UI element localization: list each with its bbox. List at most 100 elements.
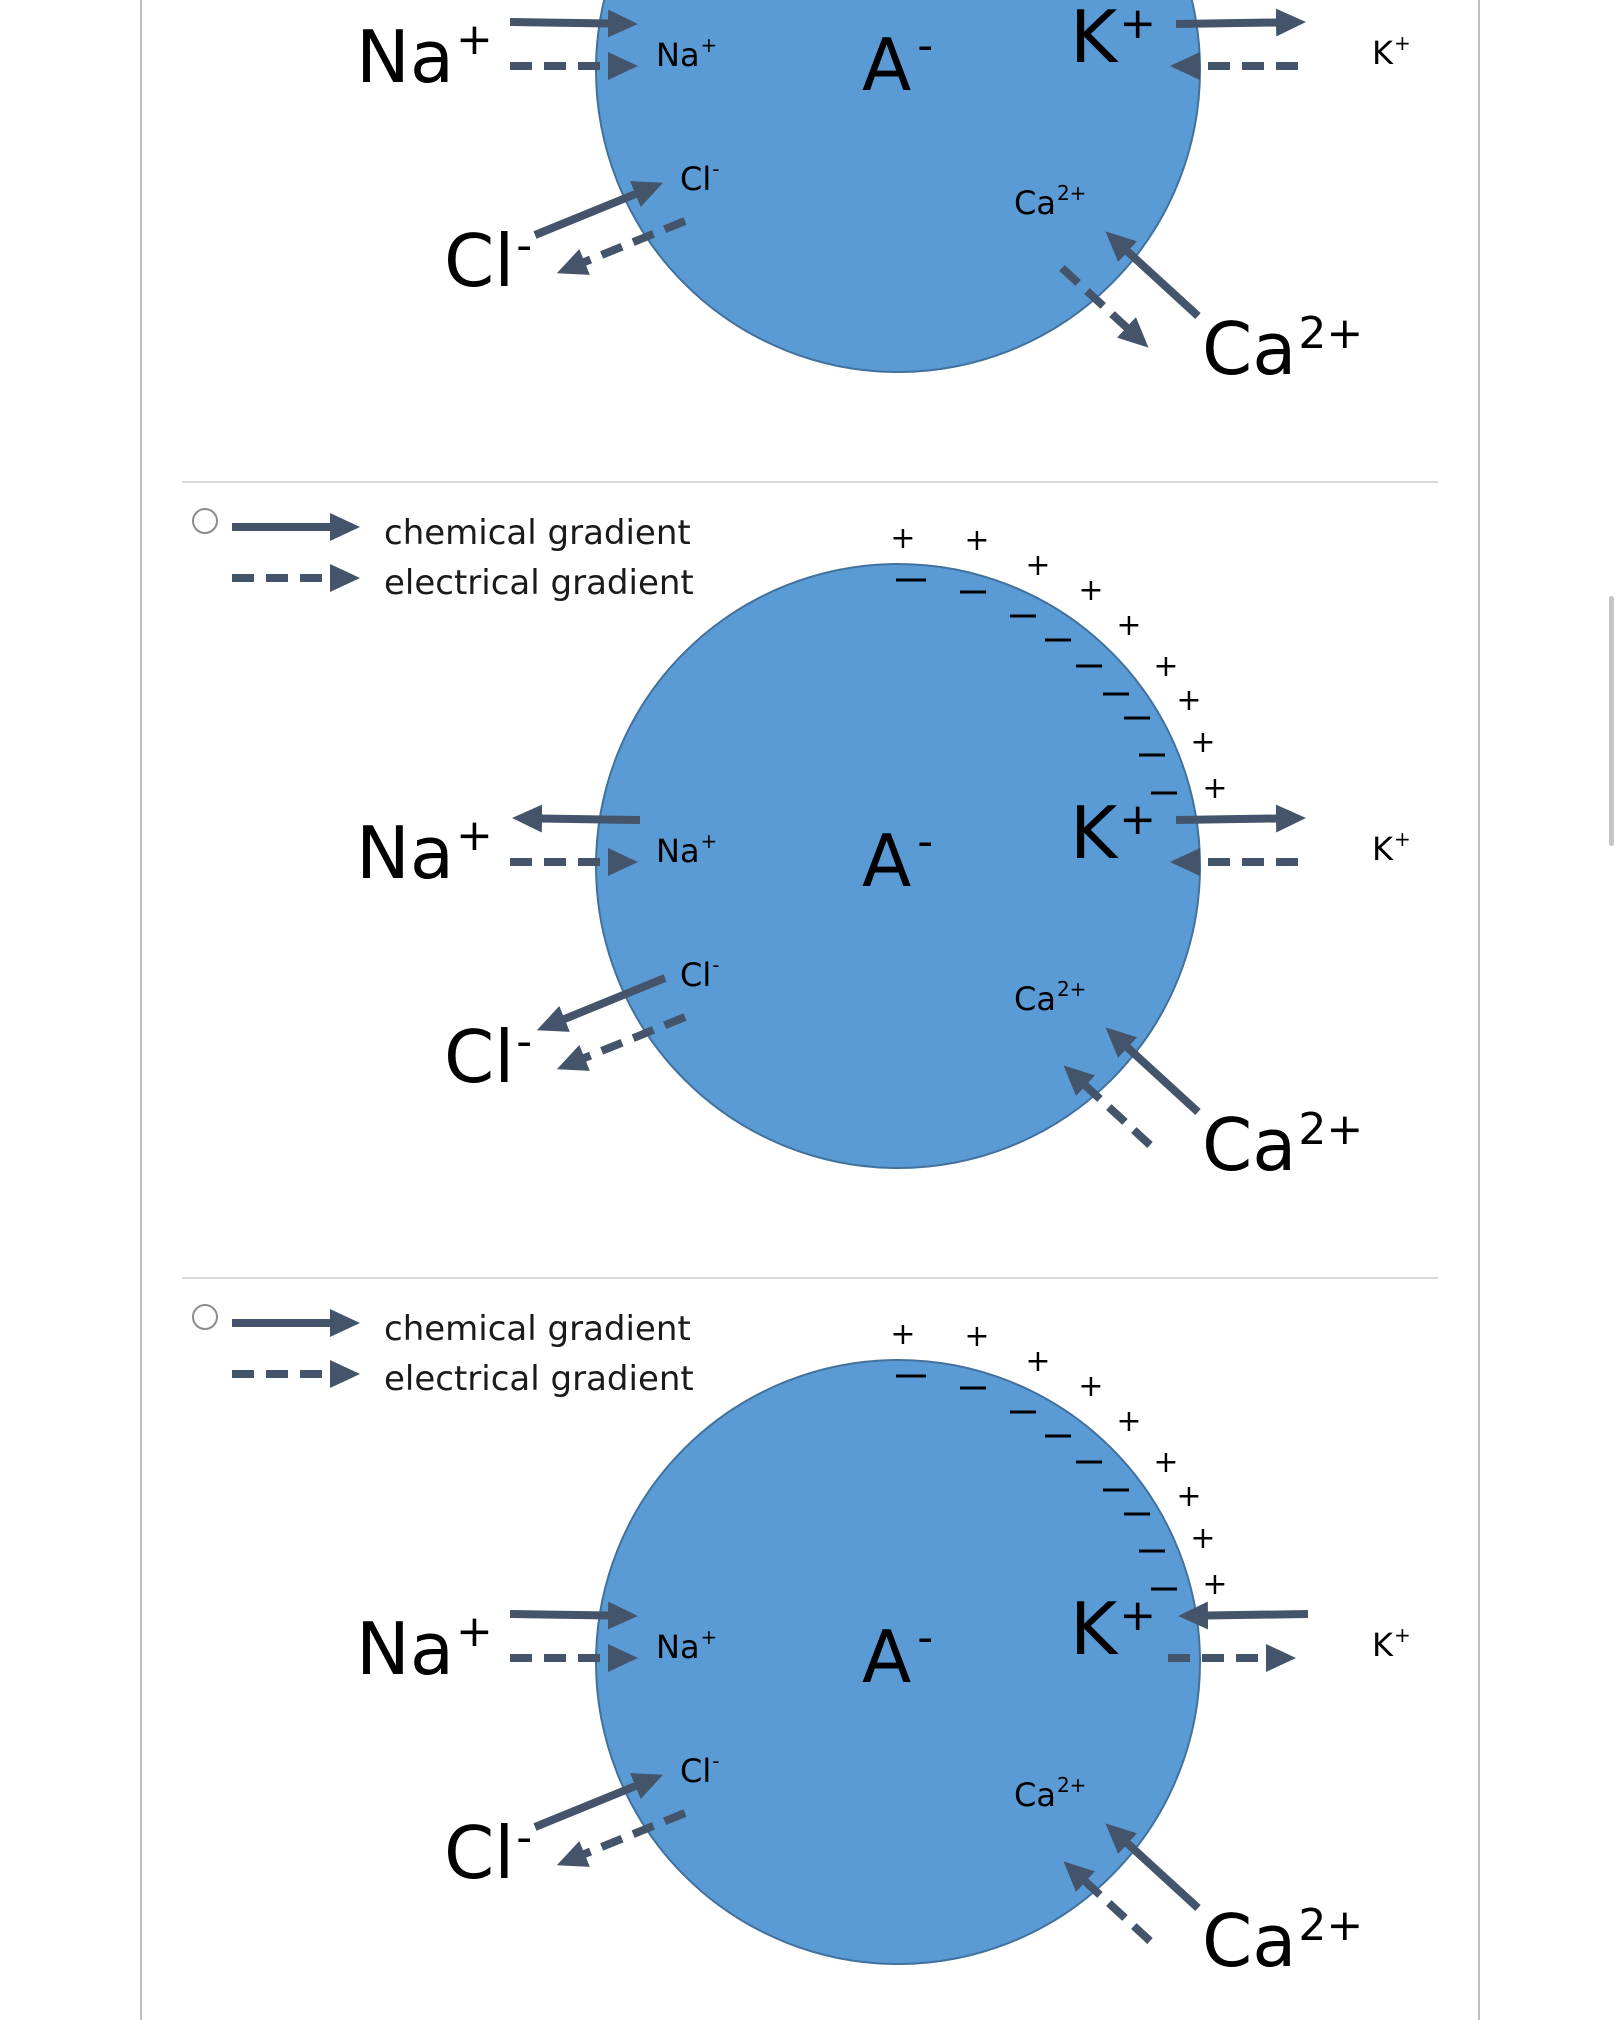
arrow-k-chemical-out (1175, 804, 1307, 833)
positive-charge-mark: + (1078, 1369, 1103, 1404)
radio-option-3[interactable] (192, 1304, 218, 1330)
label-k-inside-charge: + (1119, 794, 1156, 845)
label-ca-outside: Ca2+ (1202, 1899, 1363, 1983)
label-na-outside-symbol: Na (356, 811, 454, 895)
answer-option-2: + ++++++++Na+ Na+Cl-Cl-K+K+Ca2+Ca2+A -chemi… (232, 513, 1411, 1187)
answer-option-3: + ++++++++Na+ Na+Cl-Cl-K+K+Ca2+Ca2+A -chemi… (232, 1309, 1411, 1983)
arrow-na-chemical-out (511, 804, 641, 833)
positive-charge-mark: + (1176, 683, 1201, 718)
label-cl-inside-symbol: Cl (680, 160, 711, 198)
label-na-outside-symbol: Na (356, 15, 454, 99)
positive-charge-mark: + (1116, 608, 1141, 643)
scrollbar-thumb[interactable] (1609, 596, 1614, 846)
label-na-outside-charge: + (456, 14, 493, 65)
positive-charge-mark: + (1025, 548, 1050, 583)
positive-charge-mark: + (1116, 1404, 1141, 1439)
arrow-k-chemical-out (1175, 8, 1307, 37)
label-cl-inside: Cl- (680, 157, 719, 198)
label-na-inside-charge: + (701, 829, 718, 853)
arrow-ca-chemical-in (1105, 231, 1201, 319)
label-ca-outside: Ca2+ (1202, 1103, 1363, 1187)
legend-electrical-label: electrical gradient (384, 1359, 694, 1399)
label-k-inside: K+ (1070, 791, 1156, 875)
label-cl-inside: Cl- (680, 1749, 719, 1790)
arrow-ca-chemical-in (1105, 1823, 1201, 1911)
label-cl-outside-charge: - (516, 1812, 532, 1863)
label-ca-inside-charge: 2+ (1057, 977, 1086, 1001)
arrow-cl-electrical-out (556, 217, 687, 275)
label-k-outside-symbol: K (1372, 830, 1394, 868)
positive-charge-mark: + (1202, 1567, 1227, 1602)
label-k-outside: K+ (1372, 1623, 1411, 1664)
label-cl-outside-symbol: Cl (444, 219, 514, 303)
label-cl-inside-symbol: Cl (680, 1752, 711, 1790)
label-ca-outside-charge: 2+ (1298, 1900, 1363, 1951)
label-k-outside-symbol: K (1372, 34, 1394, 72)
label-ca-outside-symbol: Ca (1202, 1899, 1296, 1983)
label-k-inside-symbol: K (1070, 0, 1119, 79)
arrow-cl-chemical-out (536, 974, 667, 1032)
label-na-outside: Na+ (356, 14, 493, 99)
label-ca-inside-symbol: Ca (1014, 184, 1056, 222)
label-anion: A- (862, 20, 933, 107)
arrow-ca-electrical-out (1059, 265, 1149, 348)
label-na-outside-charge: + (456, 810, 493, 861)
label-na-inside: Na+ (656, 1625, 717, 1666)
legend-electrical-label: electrical gradient (384, 563, 694, 603)
positive-charge-mark: + (1190, 725, 1215, 760)
positive-charge-mark: + (1190, 1521, 1215, 1556)
label-anion-charge: - (917, 20, 933, 71)
arrow-cl-electrical-out (556, 1013, 687, 1071)
label-na-inside-symbol: Na (656, 1628, 700, 1666)
label-ca-outside: Ca2+ (1202, 307, 1363, 391)
label-k-outside-symbol: K (1372, 1626, 1394, 1664)
label-anion: A- (862, 1612, 933, 1699)
label-k-inside: K+ (1070, 1587, 1156, 1671)
radio-option-2[interactable] (192, 508, 218, 534)
arrow-k-chemical-in (1177, 1601, 1309, 1630)
label-ca-inside: Ca2+ (1014, 181, 1086, 222)
label-anion-charge: - (917, 1612, 933, 1663)
label-anion-symbol: A (862, 1615, 911, 1699)
positive-charge-mark: + (964, 523, 989, 558)
legend-chemical-label: chemical gradient (384, 513, 691, 553)
legend-chemical-label: chemical gradient (384, 1309, 691, 1349)
label-cl-inside-charge: - (712, 1749, 719, 1773)
label-na-inside-charge: + (701, 1625, 718, 1649)
label-anion: A- (862, 816, 933, 903)
label-anion-symbol: A (862, 23, 911, 107)
label-k-outside-charge: + (1394, 827, 1411, 851)
label-cl-inside-symbol: Cl (680, 956, 711, 994)
arrow-ca-electrical-in (1063, 1861, 1153, 1944)
positive-charge-mark: + (1025, 1344, 1050, 1379)
label-ca-inside-charge: 2+ (1057, 1773, 1086, 1797)
label-cl-outside-symbol: Cl (444, 1811, 514, 1895)
label-cl-outside-charge: - (516, 220, 532, 271)
label-na-outside-charge: + (456, 1606, 493, 1657)
label-k-inside-charge: + (1119, 0, 1156, 49)
label-cl-inside-charge: - (712, 953, 719, 977)
label-cl-outside-charge: - (516, 1016, 532, 1067)
label-ca-outside-symbol: Ca (1202, 1103, 1296, 1187)
label-k-inside: K+ (1070, 0, 1156, 79)
label-cl-outside-symbol: Cl (444, 1015, 514, 1099)
label-k-inside-symbol: K (1070, 1587, 1119, 1671)
label-ca-outside-charge: 2+ (1298, 308, 1363, 359)
label-na-outside-symbol: Na (356, 1607, 454, 1691)
arrow-ca-electrical-in (1063, 1065, 1153, 1148)
label-ca-inside: Ca2+ (1014, 1773, 1086, 1814)
label-cl-inside: Cl- (680, 953, 719, 994)
label-k-inside-charge: + (1119, 1590, 1156, 1641)
positive-charge-mark: + (890, 521, 915, 556)
label-na-inside-symbol: Na (656, 832, 700, 870)
label-ca-inside-symbol: Ca (1014, 1776, 1056, 1814)
label-anion-symbol: A (862, 819, 911, 903)
label-anion-charge: - (917, 816, 933, 867)
label-k-outside: K+ (1372, 31, 1411, 72)
label-na-inside-symbol: Na (656, 36, 700, 74)
arrow-na-chemical-in (509, 1601, 639, 1630)
label-na-outside: Na+ (356, 810, 493, 895)
answer-option-1: Na+ Na+Cl-Cl-K+K+Ca2+Ca2+A - (356, 0, 1411, 391)
arrow-cl-chemical-in (533, 181, 664, 239)
label-ca-inside: Ca2+ (1014, 977, 1086, 1018)
